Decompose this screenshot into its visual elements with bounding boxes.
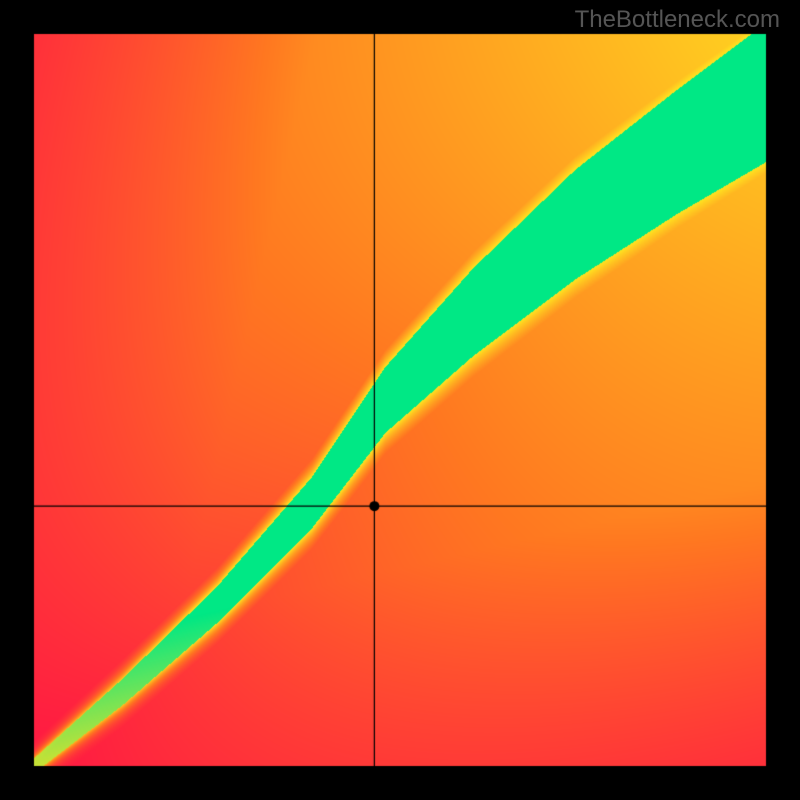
heatmap-canvas — [0, 0, 800, 800]
chart-container: TheBottleneck.com — [0, 0, 800, 800]
watermark-label: TheBottleneck.com — [575, 6, 780, 34]
